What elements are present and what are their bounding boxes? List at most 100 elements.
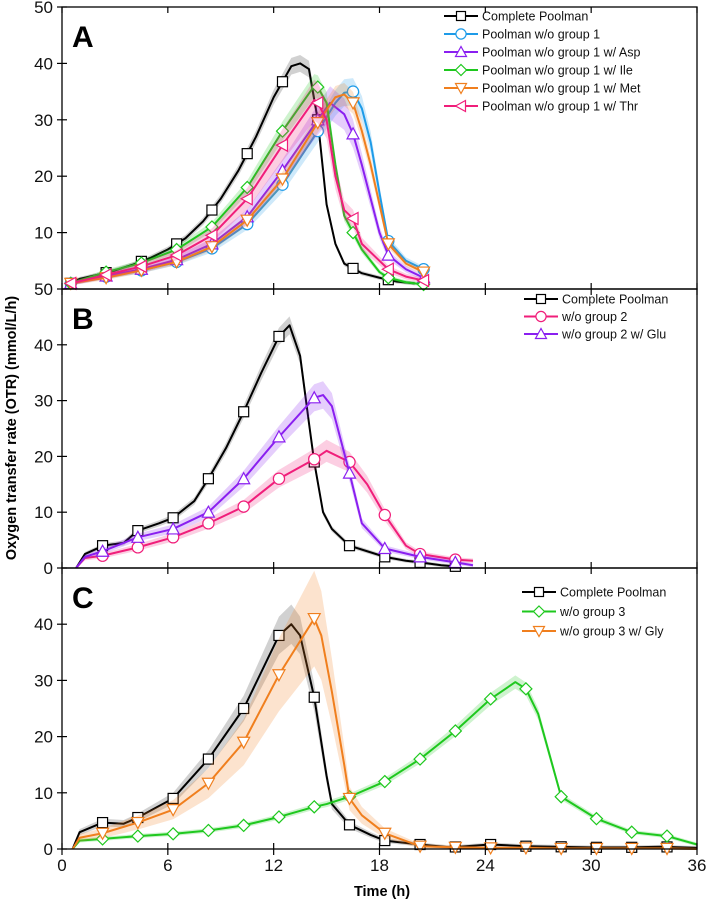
legend-label: Poolman w/o group 1 w/ Asp: [482, 46, 640, 60]
x-tick-label: 12: [264, 856, 283, 875]
y-tick-label: 50: [34, 280, 53, 299]
data-point: [202, 753, 215, 765]
legend-item: Poolman w/o group 1 w/ Asp: [444, 45, 640, 60]
legend-label: Poolman w/o group 1: [482, 28, 600, 42]
y-tick-label: 30: [34, 111, 53, 130]
y-tick-label: 20: [34, 447, 53, 466]
data-point: [660, 829, 674, 843]
data-point: [238, 406, 250, 418]
legend-item: w/o group 2: [524, 310, 627, 324]
data-point: [310, 117, 325, 130]
data-point: [343, 540, 356, 552]
legend-item: Poolman w/o group 1 w/ Thr: [444, 99, 638, 114]
legend-item: Poolman w/o group 1 w/ Met: [444, 82, 641, 96]
data-point: [239, 191, 253, 206]
series-w-o-group-3: [71, 675, 698, 850]
data-point: [519, 681, 533, 696]
legend-item: Complete Poolman: [522, 586, 666, 600]
data-point: [96, 816, 109, 829]
x-tick-label: 0: [57, 856, 66, 875]
legend-marker: [532, 605, 546, 618]
data-point: [276, 76, 289, 88]
data-point: [271, 429, 286, 443]
y-tick-label: 0: [44, 559, 53, 578]
legend-marker: [533, 586, 545, 598]
data-point: [275, 173, 290, 187]
legend-marker: [534, 327, 548, 340]
data-point: [238, 702, 250, 715]
data-point: [166, 804, 181, 817]
data-point: [201, 504, 216, 518]
data-point: [413, 549, 428, 563]
y-tick-label: 20: [34, 728, 53, 747]
data-point: [131, 541, 145, 554]
data-point: [377, 541, 392, 555]
data-point: [204, 228, 218, 243]
data-point: [206, 204, 218, 216]
data-point: [343, 819, 356, 831]
y-tick-label: 40: [34, 336, 53, 355]
panel-a: 10 20 30 40 50 A Complete Poolman Poolman w/o g…: [34, 0, 698, 292]
x-axis-label: Time (h): [354, 884, 410, 900]
data-point: [130, 829, 145, 843]
data-point: [273, 330, 285, 343]
data-point: [201, 823, 216, 838]
legend-label: Complete Poolman: [562, 293, 668, 307]
x-tick-label: 6: [163, 856, 172, 875]
data-point: [130, 816, 145, 830]
legend-item: w/o group 3 w/ Gly: [522, 625, 664, 639]
panel-label: B: [72, 303, 94, 336]
data-point: [272, 472, 286, 485]
data-point: [95, 827, 110, 841]
data-point: [204, 241, 219, 254]
legend-marker: [454, 45, 468, 58]
data-point: [201, 777, 216, 791]
y-tick-label: 40: [34, 615, 53, 634]
series-line: [70, 84, 424, 286]
data-point: [169, 248, 183, 263]
y-tick-label: 30: [34, 671, 53, 690]
legend-marker: [455, 10, 467, 22]
data-point: [310, 95, 324, 110]
data-point: [236, 736, 251, 750]
data-point: [63, 276, 77, 291]
y-tick-label: 10: [34, 784, 53, 803]
legend-label: Complete Poolman: [560, 586, 666, 600]
series-line: [70, 93, 425, 285]
data-point: [166, 826, 180, 841]
legend-item: w/o group 2 w/ Glu: [524, 327, 666, 342]
legend-label: Complete Poolman: [482, 10, 588, 24]
data-point: [310, 80, 325, 94]
data-point: [236, 818, 251, 833]
legend: Complete Poolman w/o group 2 w/o group 2 w…: [524, 293, 668, 342]
data-point: [346, 126, 361, 140]
data-point: [271, 669, 286, 683]
legend-item: Poolman w/o group 1 w/ Ile: [444, 64, 633, 78]
data-point: [416, 266, 431, 280]
data-point: [134, 259, 147, 274]
legend-label: w/o group 2 w/ Glu: [561, 328, 666, 342]
x-tick-label: 18: [370, 856, 389, 875]
data-point: [130, 530, 145, 543]
data-point: [381, 262, 394, 277]
legend: Complete Poolman Poolman w/o group 1 Poolm…: [444, 10, 641, 114]
legend: Complete Poolman w/o group 3 w/o group 3 w…: [522, 586, 666, 639]
data-point: [307, 390, 322, 404]
data-point: [275, 138, 289, 153]
data-point: [624, 825, 639, 839]
data-point: [308, 691, 320, 703]
data-point: [377, 774, 392, 789]
data-point: [554, 789, 569, 804]
data-point: [381, 238, 396, 252]
panel-b: 0 10 20 30 40 50 B Complete Poolman w/o group 2 w…: [34, 280, 698, 578]
error-band: [76, 316, 456, 568]
legend-label: w/o group 2: [561, 310, 627, 324]
data-point: [346, 97, 361, 111]
legend-item: w/o group 3: [522, 605, 625, 619]
x-tick-label: 24: [476, 856, 495, 875]
legend-marker: [455, 28, 467, 40]
data-point: [275, 124, 290, 138]
data-point: [237, 500, 250, 513]
legend-item: Complete Poolman: [524, 293, 668, 307]
